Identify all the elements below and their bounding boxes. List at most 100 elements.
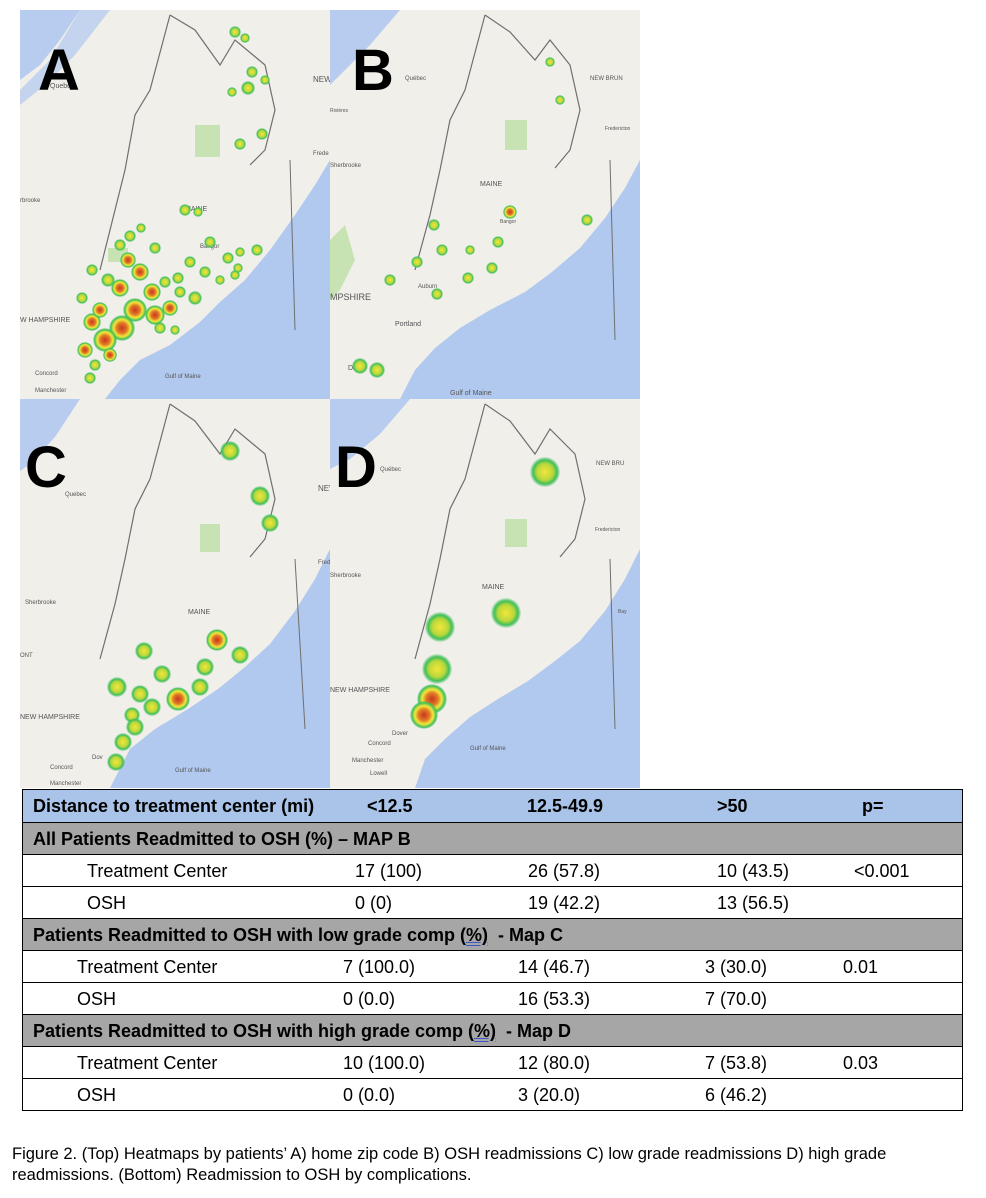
- panel-letter: D: [335, 435, 377, 500]
- svg-text:Bay: Bay: [618, 609, 627, 615]
- svg-text:Gulf of Maine: Gulf of Maine: [470, 746, 506, 752]
- svg-text:Quebec: Quebec: [50, 83, 75, 90]
- svg-text:Dover: Dover: [392, 731, 408, 737]
- svg-text:Bangor: Bangor: [500, 219, 516, 225]
- svg-text:Portland: Portland: [395, 321, 421, 328]
- svg-text:MAINE: MAINE: [482, 584, 505, 591]
- svg-text:Quebec: Quebec: [65, 492, 86, 498]
- cell-gt-50: 7 (53.8): [705, 1053, 768, 1073]
- table-row: OSH 0 (0) 19 (42.2) 13 (56.5): [23, 886, 962, 918]
- table-row: Treatment Center 7 (100.0) 14 (46.7) 3 (…: [23, 950, 962, 982]
- cell-p: 0.01: [843, 957, 879, 977]
- svg-text:Sherbrooke: Sherbrooke: [25, 600, 57, 606]
- svg-text:NEW HAMPSHIRE: NEW HAMPSHIRE: [20, 714, 80, 721]
- svg-text:Québec: Québec: [380, 467, 401, 473]
- svg-text:MPSHIRE: MPSHIRE: [330, 292, 371, 302]
- svg-text:Concord: Concord: [368, 741, 391, 747]
- table-row: OSH 0 (0.0) 3 (20.0) 6 (46.2): [23, 1078, 962, 1110]
- table-row: Treatment Center 10 (100.0) 12 (80.0) 7 …: [23, 1046, 962, 1078]
- map-d-svg: Québec NEW BRU Fredericton Sherbrooke MA…: [330, 399, 640, 788]
- svg-text:Frede: Frede: [313, 151, 329, 157]
- svg-text:NEW HAMPSHIRE: NEW HAMPSHIRE: [330, 687, 390, 694]
- svg-text:Rivières: Rivières: [330, 108, 349, 114]
- header-col-2: 12.5-49.9: [527, 796, 604, 816]
- section-title-underlined: %): [466, 925, 489, 945]
- svg-text:NEW: NEW: [318, 484, 330, 493]
- svg-text:Fredericton: Fredericton: [595, 527, 621, 533]
- panel-letter: B: [352, 38, 394, 103]
- svg-text:Sherbrooke: Sherbrooke: [330, 573, 362, 579]
- heat-spots-c: [107, 441, 279, 771]
- heat-spots-b: [352, 57, 593, 378]
- svg-text:Gulf of Maine: Gulf of Maine: [165, 374, 201, 380]
- heat-spots-d: [410, 457, 560, 729]
- svg-text:ONT: ONT: [20, 653, 33, 659]
- map-a-svg: Quebec NEW Frede rbrooke MAINE Bangor W …: [20, 10, 330, 399]
- svg-text:Lowell: Lowell: [370, 771, 387, 777]
- svg-text:MAINE: MAINE: [188, 609, 211, 616]
- svg-text:Dov: Dov: [92, 755, 103, 761]
- svg-text:Concord: Concord: [35, 371, 58, 377]
- cell-12-5-49-9: 19 (42.2): [528, 893, 601, 913]
- svg-text:NEW BRUN: NEW BRUN: [590, 76, 623, 82]
- map-c-svg: Quebec NEW Frede Sherbrooke MAINE NEW HA…: [20, 399, 330, 788]
- map-panel-d: Québec NEW BRU Fredericton Sherbrooke MA…: [330, 399, 640, 788]
- cell-gt-50: 10 (43.5): [717, 861, 790, 881]
- cell-gt-50: 6 (46.2): [705, 1085, 768, 1105]
- cell-gt-50: 13 (56.5): [717, 893, 790, 913]
- section-title: All Patients Readmitted to OSH (%) – MAP…: [33, 829, 411, 849]
- section-title-text: Patients Readmitted to OSH with low grad…: [33, 925, 467, 945]
- svg-text:Gulf of Maine: Gulf of Maine: [175, 768, 211, 774]
- cell-lt-12-5: 7 (100.0): [343, 957, 416, 977]
- row-label: OSH: [77, 989, 117, 1009]
- svg-text:MAINE: MAINE: [480, 181, 503, 188]
- svg-text:Manchester: Manchester: [352, 758, 383, 764]
- table-header-row: Distance to treatment center (mi) <12.5 …: [23, 790, 962, 822]
- svg-text:Manchester: Manchester: [35, 388, 66, 394]
- svg-text:Manchester: Manchester: [50, 781, 81, 787]
- svg-text:Fredericton: Fredericton: [605, 126, 631, 132]
- table-row: Treatment Center 17 (100) 26 (57.8) 10 (…: [23, 854, 962, 886]
- table-row: OSH 0 (0.0) 16 (53.3) 7 (70.0): [23, 982, 962, 1014]
- header-label: Distance to treatment center (mi): [33, 796, 315, 816]
- header-col-3: >50: [717, 796, 748, 816]
- section-title-underlined: %): [474, 1021, 497, 1041]
- cell-gt-50: 3 (30.0): [705, 957, 768, 977]
- section-title-text: Patients Readmitted to OSH with high gra…: [33, 1021, 475, 1041]
- cell-p: 0.03: [843, 1053, 879, 1073]
- row-label: Treatment Center: [87, 861, 228, 881]
- panel-letter: A: [38, 38, 80, 103]
- svg-text:W HAMPSHIRE: W HAMPSHIRE: [20, 317, 71, 324]
- cell-12-5-49-9: 3 (20.0): [518, 1085, 581, 1105]
- svg-text:NEW BRU: NEW BRU: [596, 461, 624, 467]
- map-b-svg: Québec NEW BRUN Fredericton Sherbrooke M…: [330, 10, 640, 399]
- panel-letter: C: [25, 435, 67, 500]
- section-title-map: - Map D: [496, 1021, 572, 1041]
- map-panel-b: Québec NEW BRUN Fredericton Sherbrooke M…: [330, 10, 640, 399]
- svg-text:Sherbrooke: Sherbrooke: [330, 163, 362, 169]
- section-title-map: - Map C: [488, 925, 564, 945]
- readmission-table: Distance to treatment center (mi) <12.5 …: [22, 789, 963, 1111]
- map-panel-c: Quebec NEW Frede Sherbrooke MAINE NEW HA…: [20, 399, 330, 788]
- cell-12-5-49-9: 16 (53.3): [518, 989, 591, 1009]
- cell-lt-12-5: 0 (0.0): [343, 1085, 396, 1105]
- svg-text:Auburn: Auburn: [418, 284, 437, 290]
- map-panel-a: Quebec NEW Frede rbrooke MAINE Bangor W …: [20, 10, 330, 399]
- row-label: Treatment Center: [77, 1053, 218, 1073]
- svg-text:rbrooke: rbrooke: [20, 198, 41, 204]
- cell-lt-12-5: 0 (0.0): [343, 989, 396, 1009]
- cell-p: <0.001: [854, 861, 910, 881]
- section-row-map-c: Patients Readmitted to OSH with low grad…: [23, 918, 962, 950]
- cell-12-5-49-9: 12 (80.0): [518, 1053, 591, 1073]
- svg-text:Frede: Frede: [318, 560, 330, 566]
- svg-text:Concord: Concord: [50, 765, 73, 771]
- cell-lt-12-5: 17 (100): [355, 861, 423, 881]
- row-label: OSH: [77, 1085, 117, 1105]
- svg-text:Gulf of Maine: Gulf of Maine: [450, 390, 492, 397]
- row-label: OSH: [87, 893, 127, 913]
- cell-12-5-49-9: 26 (57.8): [528, 861, 601, 881]
- cell-lt-12-5: 10 (100.0): [343, 1053, 426, 1073]
- figure-caption: Figure 2. (Top) Heatmaps by patients’ A)…: [12, 1145, 887, 1184]
- svg-text:NEW: NEW: [313, 75, 330, 84]
- section-title: Patients Readmitted to OSH with high gra…: [33, 1021, 571, 1042]
